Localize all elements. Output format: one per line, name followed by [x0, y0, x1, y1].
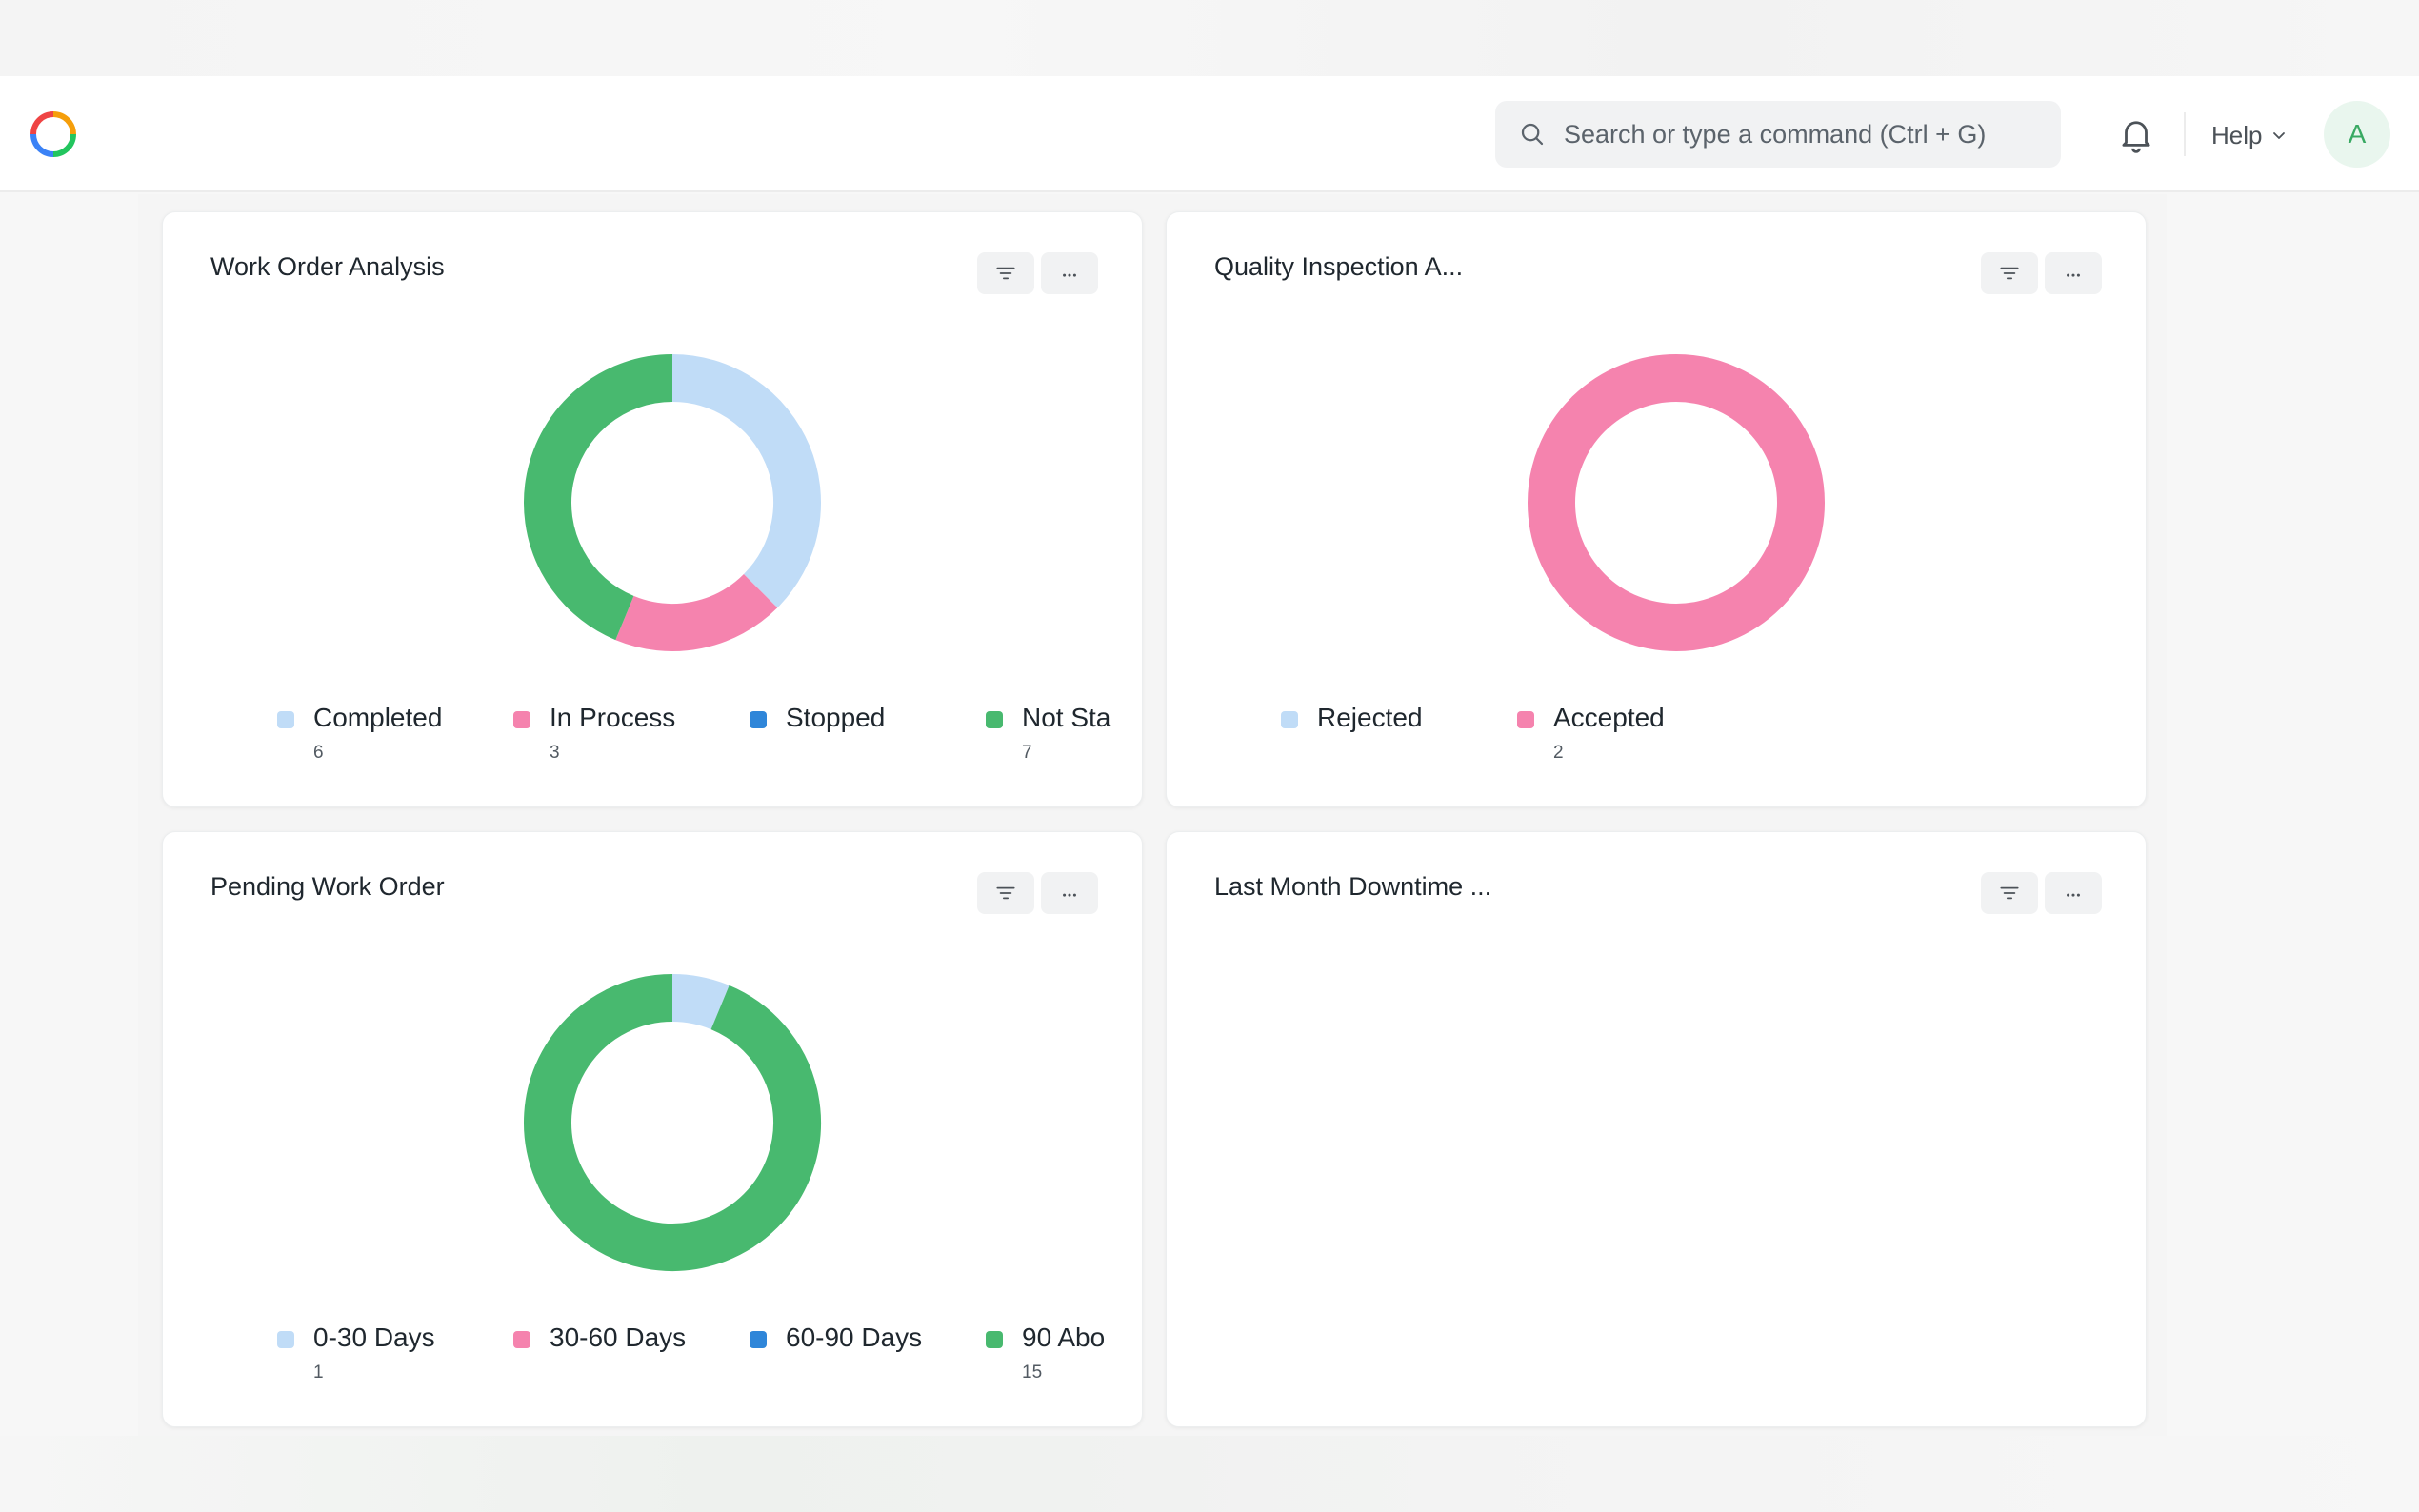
chart-card-work-order-analysis: Work Order Analysis Completed 6 In Process…	[162, 211, 1143, 807]
search-icon	[1521, 123, 1544, 146]
legend-value: 1	[313, 1363, 324, 1383]
donut-slice[interactable]	[524, 354, 673, 641]
donut-chart	[524, 974, 821, 1271]
chart-card-last-month-downtime: Last Month Downtime ...	[1166, 831, 2147, 1427]
legend-value: 15	[1022, 1363, 1043, 1383]
legend-swatch	[750, 1331, 767, 1348]
donut-slice[interactable]	[671, 974, 730, 1030]
legend-value: 7	[1022, 743, 1032, 763]
chevron-down-icon	[2273, 132, 2286, 139]
search-bar[interactable]	[1495, 101, 2061, 168]
chart-card-quality-inspection: Quality Inspection A... Rejected Accepted…	[1166, 211, 2147, 807]
more-horizontal-icon	[2067, 273, 2080, 277]
help-label: Help	[2211, 120, 2263, 149]
donut-slice[interactable]	[524, 974, 821, 1271]
legend-label: Rejected	[1317, 703, 1423, 732]
filter-button[interactable]	[1981, 872, 2038, 914]
legend-value: 3	[550, 743, 560, 763]
legend-swatch	[750, 711, 767, 728]
filter-icon	[996, 267, 1015, 280]
nav-divider	[2184, 112, 2186, 156]
filter-icon	[996, 886, 1015, 900]
avatar-initial: A	[2348, 119, 2367, 149]
legend-swatch	[277, 1331, 294, 1348]
more-options-button[interactable]	[1041, 252, 1098, 294]
bottom-backdrop	[0, 1436, 2419, 1512]
search-input[interactable]	[1564, 119, 2040, 149]
more-horizontal-icon	[2067, 893, 2080, 897]
legend-value: 6	[313, 743, 324, 763]
donut-chart	[1528, 354, 1825, 651]
filter-button[interactable]	[977, 252, 1034, 294]
top-backdrop	[0, 0, 2419, 76]
card-title: Pending Work Order	[210, 872, 445, 901]
more-options-button[interactable]	[2045, 872, 2102, 914]
card-title: Last Month Downtime ...	[1214, 872, 1492, 901]
legend-label: Accepted	[1553, 703, 1665, 732]
more-options-button[interactable]	[1041, 872, 1098, 914]
legend-swatch	[1517, 711, 1534, 728]
legend-value: 2	[1553, 743, 1564, 763]
legend-swatch	[513, 1331, 530, 1348]
legend-swatch	[1281, 711, 1298, 728]
legend-swatch	[277, 711, 294, 728]
legend-label: 60-90 Days	[786, 1323, 923, 1352]
donut-slice[interactable]	[615, 573, 778, 651]
user-avatar[interactable]: A	[2324, 101, 2390, 168]
legend-swatch	[986, 711, 1003, 728]
legend-label: In Process	[550, 703, 676, 732]
legend-label: 0-30 Days	[313, 1323, 435, 1352]
chart-card-pending-work-order: Pending Work Order 0-30 Days 1 30-60 Days 6…	[162, 831, 1143, 1427]
legend-label: Stopped	[786, 703, 886, 732]
legend-swatch	[513, 711, 530, 728]
help-dropdown[interactable]: Help	[2211, 116, 2289, 154]
filter-button[interactable]	[977, 872, 1034, 914]
legend-label: 30-60 Days	[550, 1323, 687, 1352]
bell-icon[interactable]	[2116, 114, 2156, 154]
filter-icon	[2000, 886, 2019, 900]
filter-icon	[2000, 267, 2019, 280]
donut-chart	[524, 354, 821, 651]
card-title: Quality Inspection A...	[1214, 252, 1464, 281]
more-horizontal-icon	[1063, 273, 1076, 277]
card-title: Work Order Analysis	[210, 252, 445, 281]
legend-label: Completed	[313, 703, 443, 732]
more-horizontal-icon	[1063, 893, 1076, 897]
navbar: Help A	[0, 76, 2419, 192]
legend-label: 90 Abo	[1022, 1323, 1106, 1352]
donut-slice[interactable]	[671, 354, 821, 608]
app-logo-icon[interactable]	[29, 109, 78, 159]
filter-button[interactable]	[1981, 252, 2038, 294]
legend-swatch	[986, 1331, 1003, 1348]
legend-label: Not Sta	[1022, 703, 1111, 732]
more-options-button[interactable]	[2045, 252, 2102, 294]
donut-slice[interactable]	[1528, 354, 1825, 651]
